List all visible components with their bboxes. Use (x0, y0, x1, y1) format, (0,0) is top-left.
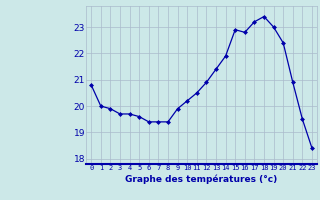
X-axis label: Graphe des températures (°c): Graphe des températures (°c) (125, 174, 278, 184)
